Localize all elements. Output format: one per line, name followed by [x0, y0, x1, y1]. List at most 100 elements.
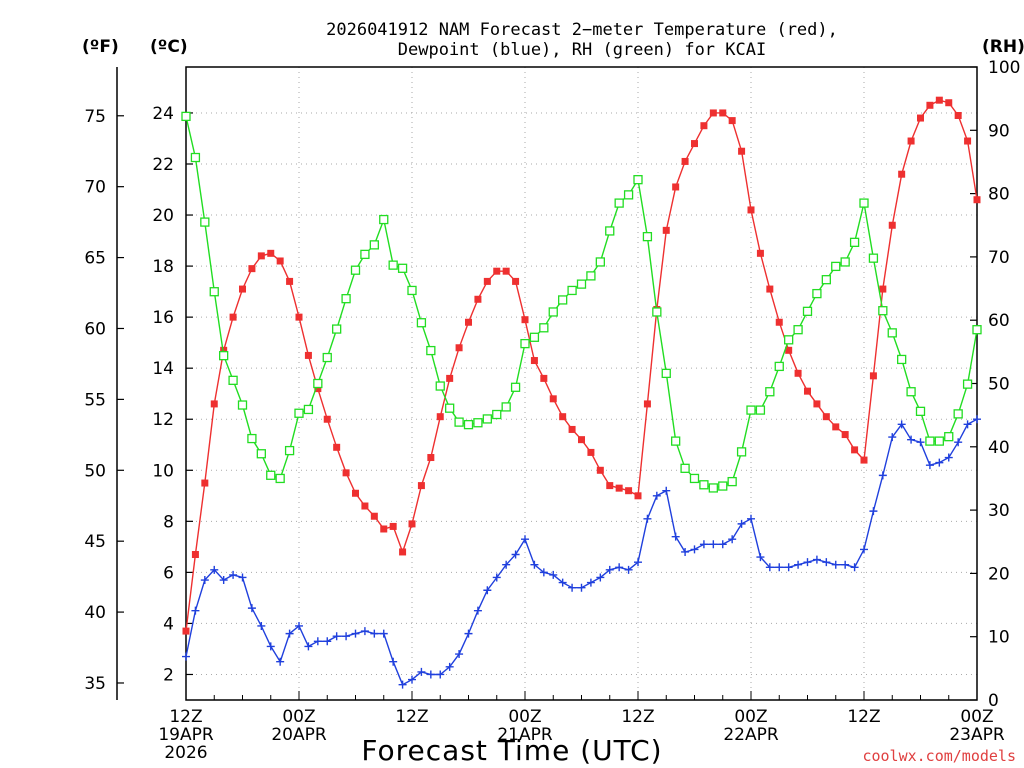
dewpoint-point [860, 545, 868, 554]
x-tick-label: 19APR [158, 725, 214, 745]
temperature-point [709, 109, 717, 117]
celsius-tick-label: 6 [163, 563, 174, 583]
rh-point [397, 263, 408, 273]
temperature-point [888, 221, 896, 229]
dewpoint-point [210, 565, 219, 574]
dewpoint-point [502, 560, 511, 569]
plot-frame [185, 66, 978, 701]
temperature-point [681, 157, 689, 165]
temperature-point [596, 466, 604, 474]
dewpoint-point [257, 621, 266, 630]
rh-point [520, 338, 530, 349]
temperature-point [182, 627, 190, 635]
temperature-point [559, 413, 567, 421]
temperature-point [766, 285, 774, 293]
temperature-point [201, 479, 209, 487]
rh-series [181, 111, 982, 493]
x-axis-title: Forecast Time (UTC) [361, 734, 662, 767]
rh-point [576, 279, 587, 289]
dewpoint-point [182, 652, 190, 661]
fahrenheit-tick-label: 55 [84, 390, 106, 410]
rh-point [680, 463, 690, 473]
rh-tick-label: 90 [988, 121, 1010, 141]
dewpoint-point [568, 583, 577, 592]
dewpoint-point [812, 555, 821, 564]
temperature-point [417, 482, 425, 490]
dewpoint-point [916, 438, 925, 447]
temperature-point [700, 122, 708, 130]
rh-tick-label: 70 [988, 248, 1010, 268]
temperature-point [587, 448, 595, 456]
temperature-point [314, 385, 322, 393]
dewpoint-point [238, 573, 247, 582]
rh-point [567, 285, 577, 296]
dewpoint-point [200, 576, 209, 585]
dewpoint-point [455, 650, 464, 659]
x-tick-label: 12Z [169, 707, 202, 727]
temperature-point [352, 489, 359, 497]
tick-labels: 2468101214161820222435404550556065707501… [84, 58, 1020, 763]
dewpoint-point [398, 680, 407, 689]
dewpoint-point [765, 563, 774, 572]
temperature-point [380, 525, 388, 533]
rh-point [727, 476, 737, 487]
fahrenheit-tick-label: 50 [84, 461, 106, 481]
temperature-point [719, 109, 727, 117]
rh-point [313, 378, 323, 389]
rh-point [887, 328, 897, 338]
temperature-point [813, 400, 821, 408]
dewpoint-point [323, 637, 332, 646]
series [181, 96, 982, 689]
rh-point [755, 405, 766, 415]
rh-point [642, 231, 653, 242]
temperature-point [954, 111, 962, 119]
dewpoint-point [285, 629, 294, 638]
rh-point [492, 409, 502, 420]
temperature-point [239, 285, 246, 293]
rh-point [369, 240, 379, 250]
rh-point [934, 436, 944, 446]
dewpoint-point [191, 606, 200, 615]
dewpoint-point [313, 637, 322, 646]
dewpoint-point [643, 514, 652, 523]
temperature-point [634, 492, 642, 500]
rh-point [671, 436, 681, 446]
temperature-point [747, 206, 755, 214]
temperature-point [286, 277, 294, 285]
dewpoint-point [530, 560, 539, 569]
rh-point [200, 217, 210, 227]
fahrenheit-tick-label: 40 [84, 603, 106, 623]
temperature-point [220, 346, 228, 354]
dewpoint-point [803, 558, 812, 567]
rh-line [185, 116, 978, 489]
dewpoint-point [539, 568, 548, 577]
temperature-point [672, 183, 680, 191]
rh-point [868, 253, 879, 263]
x-tick-label: 21APR [497, 725, 553, 745]
dewpoint-point [737, 519, 746, 528]
rh-point [322, 352, 332, 363]
temperature-point [427, 454, 435, 462]
dewpoint-point [266, 642, 275, 651]
dewpoint-point [332, 632, 341, 641]
dewpoint-point [417, 667, 426, 676]
temperature-point [615, 484, 623, 492]
dewpoint-point [445, 662, 454, 671]
temperature-point [257, 252, 265, 260]
fahrenheit-tick-label: 35 [84, 674, 106, 694]
celsius-tick-label: 8 [163, 512, 174, 532]
dewpoint-point [652, 491, 661, 500]
dewpoint-point [492, 573, 501, 582]
x-tick-label: 12Z [621, 707, 654, 727]
dewpoint-point [389, 657, 398, 666]
rh-point [266, 470, 276, 480]
chart-title-line1: 2026041912 NAM Forecast 2−meter Temperat… [326, 20, 838, 40]
rh-point [379, 214, 389, 225]
rh-point [501, 402, 511, 412]
dewpoint-point [662, 486, 671, 495]
dewpoint-point [709, 540, 718, 549]
rh-point [849, 237, 860, 247]
dewpoint-point [408, 675, 416, 684]
rh-tick-label: 0 [988, 691, 999, 711]
fahrenheit-tick-label: 70 [84, 178, 106, 198]
